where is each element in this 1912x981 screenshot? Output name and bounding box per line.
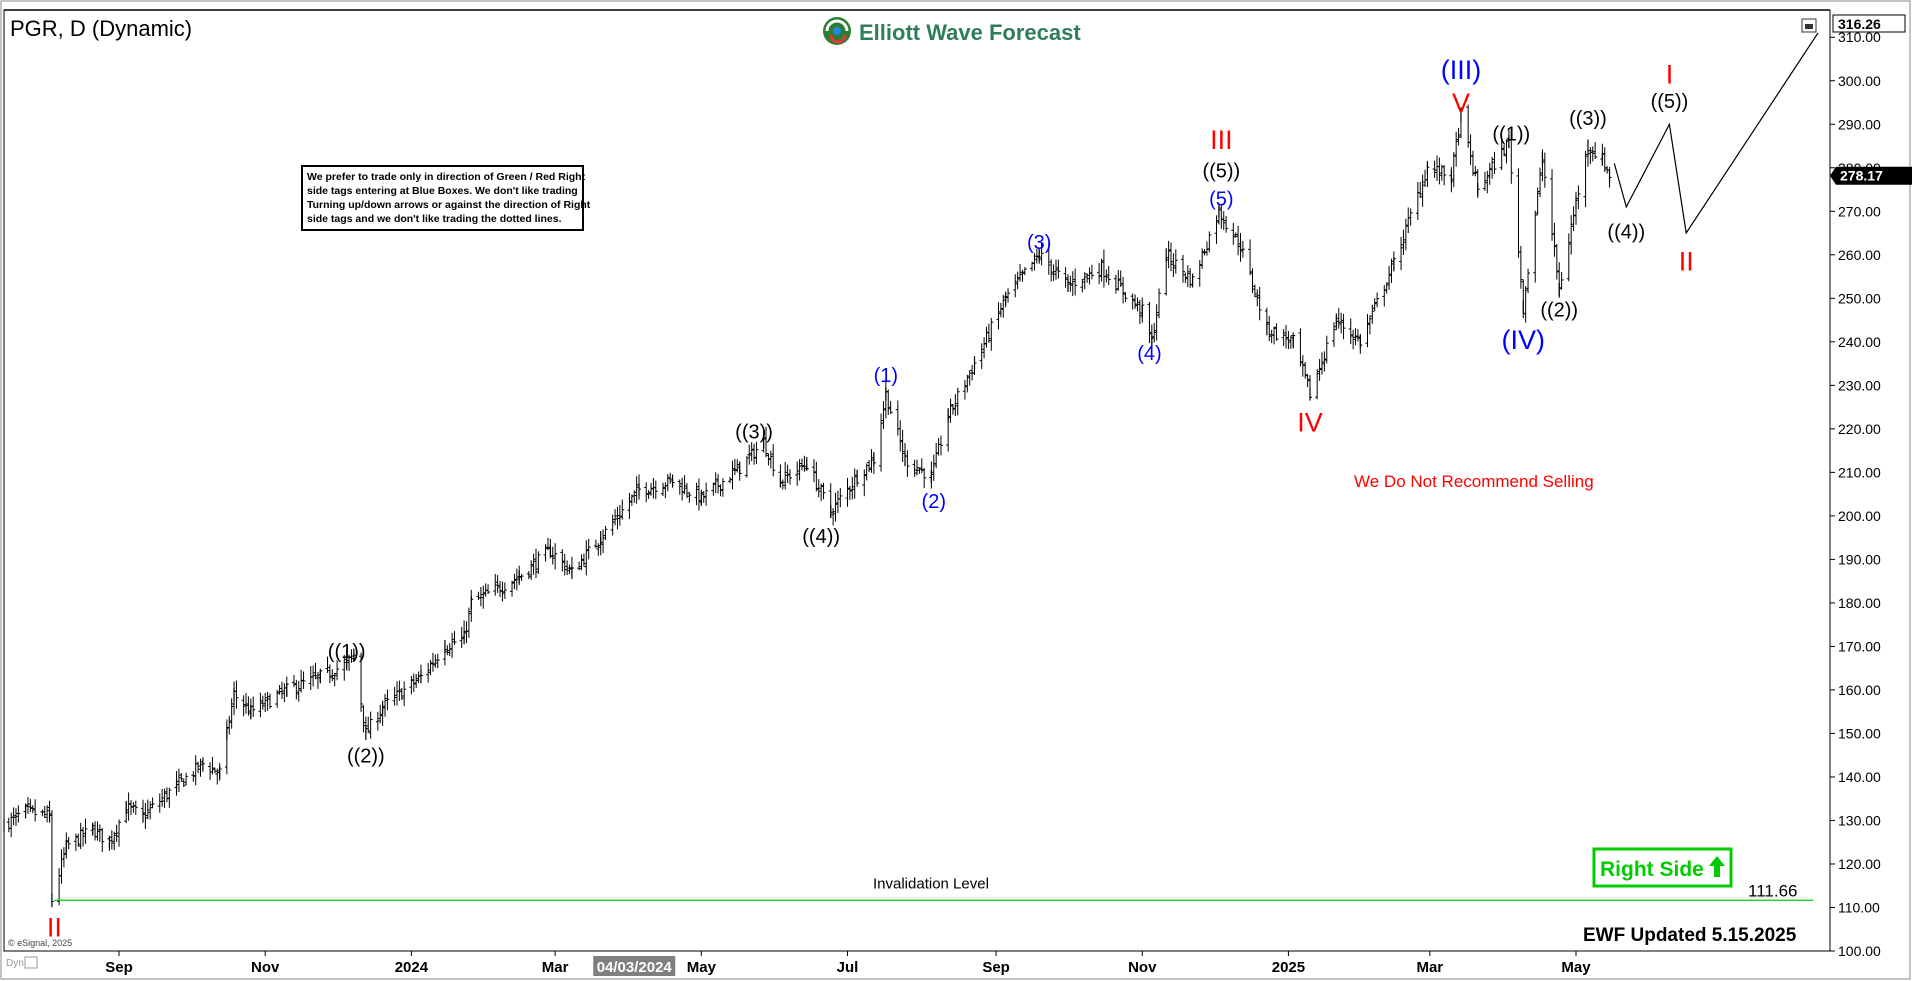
y-tick-label: 250.00 xyxy=(1838,290,1881,306)
copyright: © eSignal, 2025 xyxy=(8,938,72,948)
up-arrow-icon xyxy=(1709,856,1725,877)
invalidation-value: 111.66 xyxy=(1748,881,1797,900)
cursor-date-box xyxy=(593,956,676,976)
x-tick-label: 2025 xyxy=(1272,959,1305,976)
wave-label: (5) xyxy=(1209,189,1233,211)
wave-label: ((4)) xyxy=(802,526,840,548)
x-tick-label: May xyxy=(1561,959,1591,976)
y-tick-label: 130.00 xyxy=(1838,812,1881,828)
y-tick-label: 200.00 xyxy=(1838,508,1881,524)
wave-label: ((5)) xyxy=(1202,160,1240,182)
invalidation-group: Invalidation Level 111.66 xyxy=(54,875,1814,901)
logo-arc-bottom xyxy=(829,34,847,44)
y-axis: 100.00 110.00 120.00 130.00 140.00 150.00 160.… xyxy=(1830,14,1912,959)
notice-line-4: side tags and we don't like trading the … xyxy=(307,213,562,225)
y-tick-label: 190.00 xyxy=(1838,551,1881,567)
x-tick-label: Sep xyxy=(982,959,1010,976)
y-tick-label: 110.00 xyxy=(1838,899,1880,915)
recommendation-text: We Do Not Recommend Selling xyxy=(1354,472,1594,491)
y-tick-label: 300.00 xyxy=(1838,73,1881,89)
wave-label: (1) xyxy=(874,365,898,387)
ewf-updated: EWF Updated 5.15.2025 xyxy=(1583,925,1797,946)
wave-label: II xyxy=(1679,247,1694,277)
wave-label: ((4)) xyxy=(1607,221,1645,243)
wave-label: ((3)) xyxy=(735,421,773,443)
brand-name: Elliott Wave Forecast xyxy=(859,20,1081,45)
y-tick-label: 240.00 xyxy=(1838,334,1881,350)
logo-arc-top xyxy=(825,19,849,32)
last-price-label: 278.17 xyxy=(1840,168,1883,184)
wave-label: ((1)) xyxy=(1492,123,1530,145)
x-tick-label: 2024 xyxy=(395,959,429,976)
logo-dot xyxy=(833,27,841,35)
wave-label: (III) xyxy=(1441,55,1482,85)
y-tick-label: 270.00 xyxy=(1838,203,1881,219)
y-tick-label: 230.00 xyxy=(1838,377,1881,393)
y-tick-label: 260.00 xyxy=(1838,247,1881,263)
x-tick-label: May xyxy=(687,959,717,976)
y-tick-label: 120.00 xyxy=(1838,856,1881,872)
x-tick-label: Mar xyxy=(542,959,569,976)
price-bars xyxy=(3,104,1612,908)
y-tick-label: 310.00 xyxy=(1838,29,1881,45)
notice-line-1: We prefer to trade only in direction of … xyxy=(307,171,586,183)
y-tick-label: 210.00 xyxy=(1838,464,1881,480)
y-tick-label: 290.00 xyxy=(1838,116,1881,132)
projection-path xyxy=(1613,32,1819,235)
wave-label: ((3)) xyxy=(1569,108,1607,130)
x-tick-label: Sep xyxy=(105,959,133,976)
y-tick-label: 160.00 xyxy=(1838,682,1881,698)
wave-label: (4) xyxy=(1137,343,1161,365)
x-axis: Sep Nov 2024 Mar May Jul Sep Nov 2025 Mar May 04/03… xyxy=(105,951,1591,976)
wave-label: ((2)) xyxy=(1540,300,1578,322)
notice-line-2: side tags entering at Blue Boxes. We don… xyxy=(307,185,578,197)
notice-line-3: Turning up/down arrows or against the di… xyxy=(307,199,591,211)
dyn-icon[interactable] xyxy=(24,956,38,969)
wave-label: (2) xyxy=(922,491,946,513)
y-tick-label: 220.00 xyxy=(1838,421,1881,437)
wave-label: II xyxy=(47,912,62,942)
x-tick-label: Nov xyxy=(251,959,280,976)
right-side-label: Right Side xyxy=(1600,858,1704,881)
y-tick-label: 100.00 xyxy=(1838,943,1881,959)
cursor-date-label: 04/03/2024 xyxy=(597,959,673,976)
wave-label: ((5)) xyxy=(1651,91,1689,113)
y-tick-label: 180.00 xyxy=(1838,595,1881,611)
projection-group xyxy=(1613,32,1819,235)
symbol-title: PGR, D (Dynamic) xyxy=(10,16,192,41)
x-tick-label: Jul xyxy=(837,959,859,976)
last-price-tag xyxy=(1830,166,1912,185)
y-tick-label: 140.00 xyxy=(1838,769,1881,785)
wave-label: (3) xyxy=(1027,232,1051,254)
window-icon-inner xyxy=(1805,24,1813,29)
x-tick-label: Nov xyxy=(1128,959,1157,976)
y-tick-label: 170.00 xyxy=(1838,638,1881,654)
invalidation-label: Invalidation Level xyxy=(873,875,989,892)
dyn-label: Dyn xyxy=(6,958,24,969)
wave-label: III xyxy=(1210,125,1233,155)
wave-label: ((2)) xyxy=(347,746,385,768)
wave-label: IV xyxy=(1297,408,1323,438)
right-side-tag xyxy=(1592,847,1733,888)
top-price-box xyxy=(1832,14,1906,33)
wave-labels: II ((1)) ((2)) ((3)) ((4)) (1) (2) (3) (4) (5) ((5… xyxy=(47,55,1694,942)
y-tick-label: 150.00 xyxy=(1838,725,1881,741)
wave-label: V xyxy=(1452,88,1470,118)
x-tick-label: Mar xyxy=(1416,959,1443,976)
notice-box xyxy=(301,165,584,231)
wave-label: (IV) xyxy=(1502,325,1546,355)
top-price-label: 316.26 xyxy=(1838,16,1881,32)
brand-logo xyxy=(823,17,851,45)
wave-label: ((1)) xyxy=(328,641,366,663)
wave-label: I xyxy=(1666,60,1674,90)
